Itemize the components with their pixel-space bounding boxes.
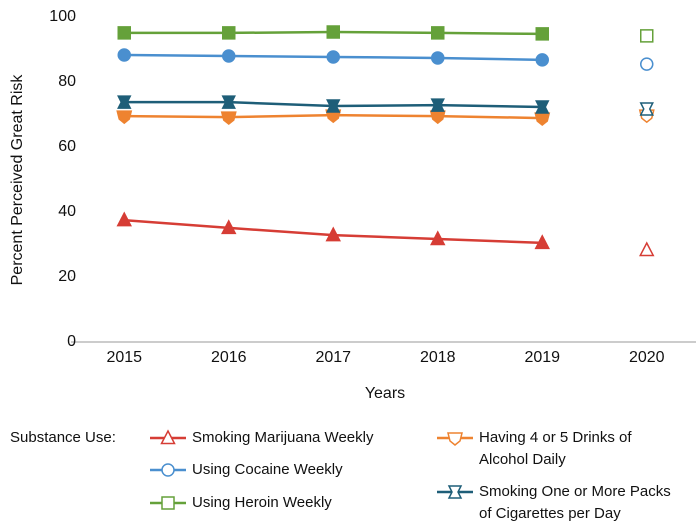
marker [430,230,446,246]
y-tick-label: 40 [58,203,76,220]
legend-label: Using Heroin Weekly [192,494,332,511]
marker [640,57,654,71]
y-tick-label: 80 [58,73,76,90]
legend-title: Substance Use: [10,429,116,446]
marker [535,100,550,114]
marker [325,226,341,242]
marker [534,234,550,250]
y-tick-label: 100 [49,8,76,25]
marker [639,102,654,116]
y-axis-title: Percent Perceived Great Risk [9,74,26,286]
marker [117,48,131,62]
legend-label: Using Cocaine Weekly [192,461,343,478]
marker [222,26,236,40]
legend-label: Smoking One or More Packs of Cigarettes … [479,483,671,522]
y-tick-label: 20 [58,268,76,285]
marker [220,111,237,126]
marker [326,25,340,39]
marker [639,241,655,257]
x-tick-label: 2016 [211,349,247,366]
marker [221,219,237,235]
x-tick-label: 2015 [106,349,142,366]
marker [640,29,654,43]
marker [222,49,236,63]
y-tick-label: 60 [58,138,76,155]
marker [326,99,341,113]
marker [430,98,445,112]
x-tick-label: 2020 [629,349,665,366]
x-tick-label: 2018 [420,349,456,366]
marker [447,432,463,446]
x-tick-label: 2019 [524,349,560,366]
marker [116,211,132,227]
marker [535,53,549,67]
marker [447,485,463,499]
marker [534,112,551,127]
legend-label: Having 4 or 5 Drinks of Alcohol Daily [479,429,632,468]
marker [221,95,236,109]
marker [160,429,176,445]
marker [116,110,133,125]
legend-label: Smoking Marijuana Weekly [192,429,374,446]
marker [429,110,446,125]
marker [431,51,445,65]
marker [431,26,445,40]
x-axis-title: Years [365,385,405,402]
marker [117,95,132,109]
marker [326,50,340,64]
x-tick-label: 2017 [315,349,351,366]
marker [535,27,549,41]
marker [161,463,175,477]
marker [161,496,175,510]
marker [117,26,131,40]
